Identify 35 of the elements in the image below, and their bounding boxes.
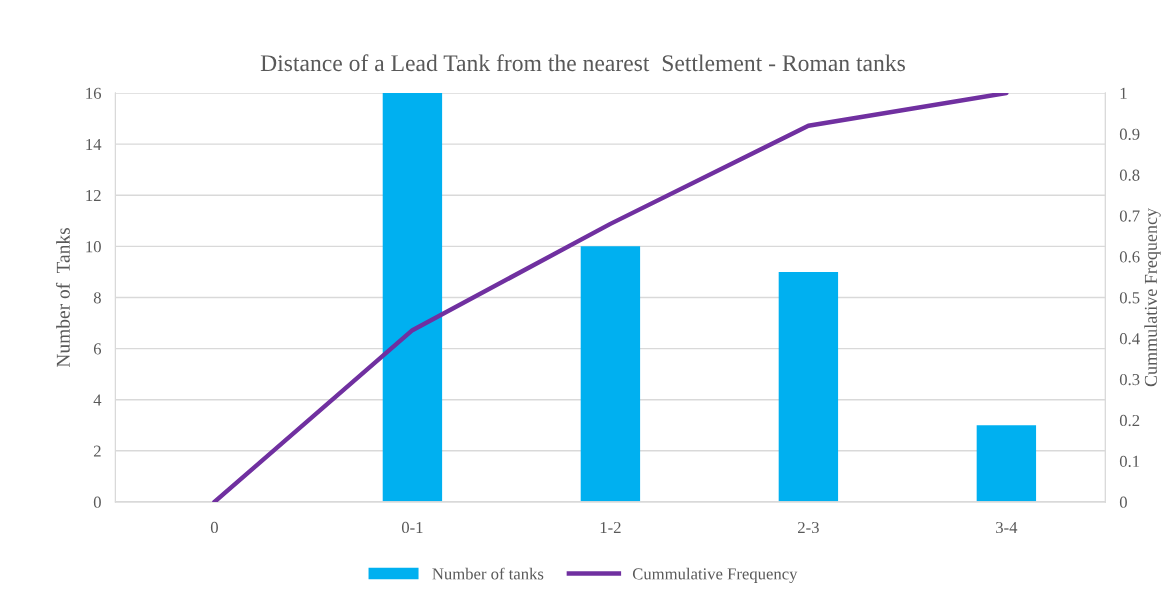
y-tick-label: 16 <box>86 87 102 99</box>
y-axis-title: Number of Tanks <box>55 228 70 368</box>
legend-label: Number of tanks <box>432 567 544 580</box>
bar <box>382 93 443 502</box>
y2-axis-title: Cummulative Frequency <box>1144 208 1161 387</box>
y2-tick-label: 0.8 <box>1119 169 1140 181</box>
y2-tick-label: 1 <box>1120 87 1127 99</box>
y-tick-label: 6 <box>93 343 102 355</box>
y2-tick-label: 0.5 <box>1119 292 1140 304</box>
y-tick-label: 12 <box>86 189 101 202</box>
y-tick-label: 4 <box>93 394 102 406</box>
x-tick-label: 0 <box>210 521 218 534</box>
y-tick-label: 0 <box>93 496 101 508</box>
y2-tick-label: 0 <box>1119 496 1127 508</box>
x-tick-label: 3-4 <box>996 521 1018 534</box>
legend-label: Cummulative Frequency <box>632 567 798 583</box>
y2-tick-label: 0.2 <box>1119 414 1140 427</box>
chart-title: Distance of a Lead Tank from the nearest Settlement - Roman tanks <box>260 54 905 72</box>
bar <box>580 246 641 502</box>
y2-tick-label: 0.3 <box>1119 373 1140 386</box>
y-tick-label: 8 <box>93 292 101 304</box>
y2-tick-label: 0.6 <box>1119 251 1140 263</box>
bar <box>976 425 1037 502</box>
line-series <box>212 93 1009 502</box>
x-tick-label: 0-1 <box>401 521 423 534</box>
y2-tick-label: 0.7 <box>1119 210 1140 222</box>
y-tick-label: 2 <box>93 445 101 457</box>
y2-tick-label: 0.1 <box>1119 455 1140 468</box>
x-tick-label: 2-3 <box>798 521 819 534</box>
y2-tick-label: 0.4 <box>1119 333 1140 345</box>
x-tick-label: 1-2 <box>600 521 621 533</box>
y-tick-label: 10 <box>86 241 101 253</box>
y-tick-label: 14 <box>86 138 102 150</box>
y2-tick-label: 0.9 <box>1119 128 1140 140</box>
bar <box>778 271 839 502</box>
